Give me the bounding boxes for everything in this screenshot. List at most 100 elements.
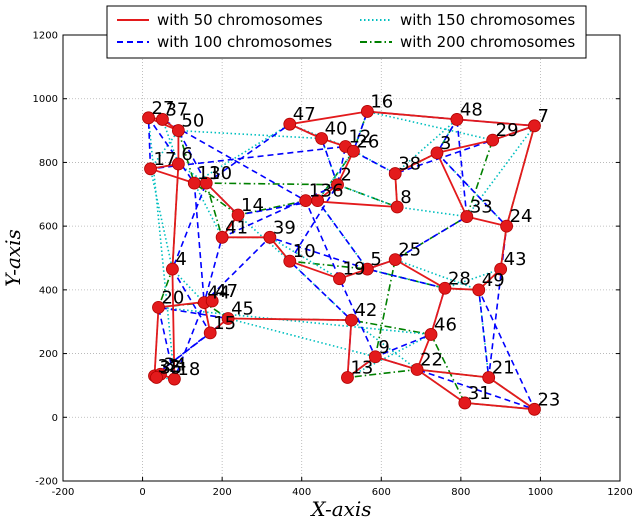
city-label: 15 bbox=[213, 313, 236, 334]
city-node bbox=[156, 113, 169, 126]
x-tick-label: 200 bbox=[213, 487, 232, 498]
x-tick-label: 1000 bbox=[528, 487, 553, 498]
city-label: 47 bbox=[215, 281, 238, 302]
city-node bbox=[166, 262, 179, 276]
city-label: 5 bbox=[370, 249, 381, 270]
x-axis-label: X-axis bbox=[309, 497, 371, 521]
x-tick-label: 1200 bbox=[607, 487, 632, 498]
city-label: 40 bbox=[325, 119, 348, 140]
city-label: 31 bbox=[468, 383, 491, 404]
city-label: 11 bbox=[197, 163, 220, 184]
city-node bbox=[438, 281, 452, 295]
city-node bbox=[500, 219, 514, 233]
y-tick-label: 1000 bbox=[33, 94, 58, 105]
city-label: 46 bbox=[434, 314, 457, 335]
city-node bbox=[347, 144, 360, 158]
city-label: 17 bbox=[154, 149, 177, 170]
city-label: 39 bbox=[273, 217, 296, 238]
city-label: 44 bbox=[207, 283, 230, 304]
city-node bbox=[205, 294, 219, 308]
x-tick-label: 0 bbox=[139, 487, 145, 498]
city-label: 45 bbox=[231, 299, 254, 320]
city-node bbox=[482, 371, 496, 384]
city-label: 6 bbox=[181, 144, 192, 165]
legend-label: with 100 chromosomes bbox=[157, 33, 332, 51]
city-label: 32 bbox=[158, 356, 181, 377]
city-node bbox=[150, 371, 163, 384]
legend: with 50 chromosomes with 100 chromosomes w… bbox=[106, 5, 587, 59]
city-label: 4 bbox=[175, 249, 186, 270]
city-node bbox=[199, 176, 213, 190]
city-node bbox=[388, 167, 402, 180]
y-tick-label: -200 bbox=[35, 477, 58, 488]
x-tick-label: 400 bbox=[292, 487, 311, 498]
city-label: 42 bbox=[354, 300, 377, 321]
city-label: 38 bbox=[398, 154, 421, 175]
city-label: 10 bbox=[293, 241, 316, 262]
route-dashdot bbox=[148, 110, 536, 411]
city-label: 2 bbox=[341, 165, 352, 186]
city-node bbox=[360, 262, 374, 276]
city-label: 34 bbox=[163, 354, 186, 375]
x-tick-label: 800 bbox=[451, 487, 470, 498]
city-nodes bbox=[142, 105, 541, 416]
city-node bbox=[410, 363, 424, 376]
legend-label: with 50 chromosomes bbox=[157, 11, 323, 29]
city-label: 13 bbox=[350, 357, 373, 378]
city-node bbox=[390, 200, 404, 214]
y-tick-label: 200 bbox=[39, 349, 58, 360]
city-node bbox=[171, 157, 185, 171]
city-node bbox=[315, 132, 329, 145]
city-label: 23 bbox=[537, 389, 560, 410]
y-tick-label: 0 bbox=[52, 413, 58, 424]
city-label: 37 bbox=[165, 99, 188, 120]
axis-ticks: -200 0 200 400 600 800 1000 1200 -200 0 200 400 600 8… bbox=[33, 31, 633, 499]
city-node bbox=[528, 402, 541, 416]
city-node bbox=[424, 328, 438, 341]
city-node bbox=[144, 162, 157, 176]
city-node bbox=[341, 371, 354, 384]
city-label: 19 bbox=[343, 259, 366, 280]
city-node bbox=[528, 119, 541, 133]
city-label: 28 bbox=[448, 268, 471, 289]
city-node bbox=[368, 350, 382, 364]
city-node bbox=[231, 208, 245, 222]
city-label: 47 bbox=[293, 104, 316, 125]
city-node bbox=[142, 111, 155, 125]
city-label: 49 bbox=[482, 270, 505, 291]
city-label: 18 bbox=[177, 359, 200, 380]
city-node bbox=[331, 178, 344, 192]
city-node bbox=[430, 146, 444, 160]
city-node bbox=[450, 113, 464, 126]
city-node bbox=[486, 133, 500, 147]
city-node bbox=[388, 253, 402, 266]
legend-label: with 150 chromosomes bbox=[400, 11, 575, 29]
city-node bbox=[152, 300, 165, 314]
city-label: 16 bbox=[370, 91, 393, 112]
city-node bbox=[299, 194, 313, 208]
city-node bbox=[221, 312, 235, 325]
city-label: 14 bbox=[241, 195, 264, 216]
city-label: 50 bbox=[181, 111, 204, 132]
city-label: 22 bbox=[420, 350, 443, 371]
city-node bbox=[333, 272, 346, 286]
city-labels: 234 5678910111213141516171819202122232425… bbox=[152, 91, 561, 410]
y-tick-label: 800 bbox=[39, 158, 58, 169]
city-label: 29 bbox=[496, 120, 519, 141]
city-label: 36 bbox=[321, 181, 344, 202]
x-tick-label: -200 bbox=[52, 487, 75, 498]
city-node bbox=[263, 230, 277, 244]
city-node bbox=[345, 313, 358, 327]
city-node bbox=[360, 105, 374, 118]
city-node bbox=[494, 262, 508, 276]
city-node bbox=[283, 117, 297, 131]
legend-box bbox=[106, 5, 587, 59]
city-label: 25 bbox=[398, 240, 421, 261]
city-node bbox=[215, 230, 229, 244]
y-axis-label: Y-axis bbox=[1, 229, 25, 287]
city-label: 8 bbox=[400, 187, 411, 208]
city-node bbox=[472, 283, 486, 297]
city-label: 35 bbox=[159, 357, 182, 378]
y-tick-label: 400 bbox=[39, 285, 58, 296]
